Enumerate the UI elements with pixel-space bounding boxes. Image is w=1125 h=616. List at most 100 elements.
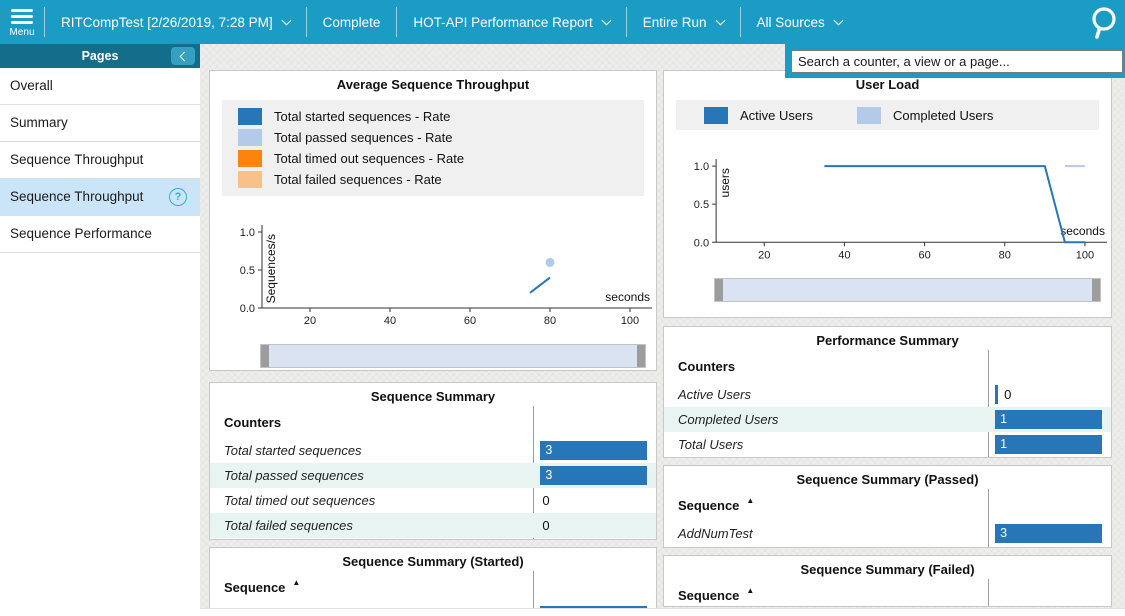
value-bar: 1 [995, 435, 1102, 454]
panel-performance-summary: Performance Summary Counters Active Users… [663, 326, 1112, 458]
svg-text:0.0: 0.0 [240, 303, 255, 315]
svg-text:1.0: 1.0 [694, 161, 709, 173]
legend-label: Total passed sequences - Rate [274, 130, 453, 145]
legend-label: Active Users [740, 107, 813, 123]
svg-text:20: 20 [304, 315, 316, 327]
topbar-item-label: RITCompTest [2/26/2019, 7:28 PM] [61, 14, 273, 30]
menu-button[interactable]: Menu [0, 0, 44, 44]
value-bar: 3 [540, 466, 647, 485]
topbar-divider [396, 7, 398, 37]
sort-ascending-icon[interactable]: ▲ [746, 585, 755, 595]
magnifier-glyph [1092, 7, 1116, 39]
counter-value: 1 [995, 410, 1102, 429]
sidebar-item-sequence-throughput-summary[interactable]: Sequence Throughput Summary [0, 142, 200, 203]
scrollbar-handle-left[interactable] [261, 345, 269, 367]
right-column: User Load Active Users Completed Users 20… [663, 70, 1112, 607]
topbar-item-entire-run[interactable]: Entire Run [627, 0, 740, 44]
svg-text:100: 100 [621, 315, 639, 327]
legend-entry: Total started sequences - Rate [238, 106, 644, 127]
table-header-label[interactable]: Sequence [678, 587, 740, 603]
search-overlay [785, 44, 1125, 78]
sort-ascending-icon[interactable]: ▲ [746, 495, 755, 505]
left-column: Average Sequence Throughput Total starte… [209, 70, 657, 616]
panel-title: Performance Summary [816, 333, 959, 348]
topbar-divider [305, 7, 307, 37]
topbar: Menu RITCompTest [2/26/2019, 7:28 PM] Com… [0, 0, 1125, 44]
svg-text:20: 20 [758, 249, 770, 261]
topbar-items: RITCompTest [2/26/2019, 7:28 PM] Complete… [44, 0, 858, 44]
panel-title: Sequence Summary (Failed) [800, 562, 975, 577]
value-text: 0 [542, 493, 550, 508]
scrollbar-handle-right[interactable] [637, 345, 645, 367]
horizontal-scrollbar[interactable] [200, 608, 1125, 616]
sidebar-item-label: Sequence Throughput [10, 189, 144, 204]
sequence-passed-table: Sequence ▲ AddNumTest 3 [664, 489, 1111, 547]
table-header-row: Sequence ▲ [664, 579, 1111, 606]
table-row: Total timed out sequences 0 [210, 488, 656, 513]
legend-entry: Total failed sequences - Rate [238, 169, 644, 190]
user-load-chart-scrollbar[interactable] [714, 278, 1101, 303]
sidebar-header: Pages [0, 44, 200, 68]
sidebar-item-label: Overall [10, 78, 53, 93]
throughput-chart-scrollbar[interactable] [260, 344, 646, 368]
table-row: Active Users 0 [664, 382, 1111, 407]
sidebar-item-sequence-throughput[interactable]: Sequence Throughput? [0, 179, 200, 216]
counter-value: 3 [995, 524, 1102, 543]
value-text: 0 [1004, 387, 1012, 402]
topbar-item-label: Complete [322, 14, 381, 30]
search-icon[interactable] [1085, 3, 1121, 41]
svg-text:1.0: 1.0 [240, 227, 255, 239]
legend-label: Total timed out sequences - Rate [274, 151, 465, 166]
panel-title: Sequence Summary (Started) [342, 554, 524, 569]
legend-entry: Active Users [704, 106, 813, 124]
counter-label: Total failed sequences [224, 518, 353, 533]
sidebar-item-overall[interactable]: Overall [0, 68, 200, 105]
topbar-item-complete[interactable]: Complete [307, 0, 397, 44]
counter-value: 0 [995, 385, 1102, 404]
value-bar-sliver [995, 385, 999, 404]
sequence-failed-table: Sequence ▲ [664, 579, 1111, 606]
panel-average-sequence-throughput: Average Sequence Throughput Total starte… [209, 70, 657, 371]
throughput-chart: 20 40 60 80 100 0.0 0.5 1.0 seconds Sequences/s [240, 225, 652, 327]
table-header-label[interactable]: Sequence [678, 497, 740, 513]
performance-summary-table: Counters Active Users 0 Completed Users 1 Tot… [664, 350, 1111, 457]
counter-value: 0 [540, 491, 647, 510]
topbar-item-all-sources[interactable]: All Sources [741, 0, 858, 44]
panel-user-load: User Load Active Users Completed Users 20… [663, 70, 1112, 318]
table-row: Total started sequences 3 [210, 438, 656, 463]
content-area: Average Sequence Throughput Total starte… [200, 44, 1125, 616]
panel-sequence-summary-passed: Sequence Summary (Passed) Sequence ▲ AddNu… [663, 465, 1112, 548]
chevron-down-icon [715, 15, 725, 25]
chevron-down-icon [833, 15, 844, 25]
panel-title: Sequence Summary (Passed) [796, 472, 979, 487]
counter-label: Active Users [678, 387, 751, 402]
scrollbar-handle-left[interactable] [715, 279, 723, 302]
sidebar-item-sequence-performance[interactable]: Sequence Performance [0, 216, 200, 253]
sidebar-item-summary[interactable]: Summary [0, 105, 200, 142]
panel-sequence-summary-started: Sequence Summary (Started) Sequence▲AddN… [209, 547, 657, 616]
topbar-item-ritcomptest-2-26-2019-7-28-pm[interactable]: RITCompTest [2/26/2019, 7:28 PM] [45, 0, 306, 44]
legend-entry: Total passed sequences - Rate [238, 127, 644, 148]
svg-text:0.0: 0.0 [694, 237, 709, 249]
search-input[interactable] [791, 50, 1123, 73]
legend-entry: Completed Users [856, 106, 993, 124]
svg-text:40: 40 [838, 249, 850, 261]
user-load-chart-legend: Active Users Completed Users [676, 100, 1099, 130]
value-text: 0 [542, 518, 550, 533]
topbar-item-label: HOT-API Performance Report [413, 14, 593, 30]
panel-title: Sequence Summary [370, 389, 496, 404]
panel-sequence-summary-failed: Sequence Summary (Failed) Sequence ▲ [663, 555, 1112, 607]
counter-label: Total passed sequences [224, 468, 364, 483]
menu-icon [11, 8, 33, 24]
legend-swatch [238, 171, 262, 188]
scrollbar-handle-right[interactable] [1092, 279, 1100, 302]
table-header-label[interactable]: Sequence [224, 579, 286, 595]
counter-value: 0 [540, 516, 647, 535]
help-icon[interactable]: ? [169, 188, 187, 206]
sidebar-collapse-button[interactable] [171, 47, 195, 65]
topbar-divider [739, 7, 741, 37]
legend-swatch [238, 108, 262, 125]
topbar-item-hot-api-performance-report[interactable]: HOT-API Performance Report [397, 0, 625, 44]
sort-ascending-icon[interactable]: ▲ [292, 577, 301, 587]
counter-value: 1 [995, 435, 1102, 454]
